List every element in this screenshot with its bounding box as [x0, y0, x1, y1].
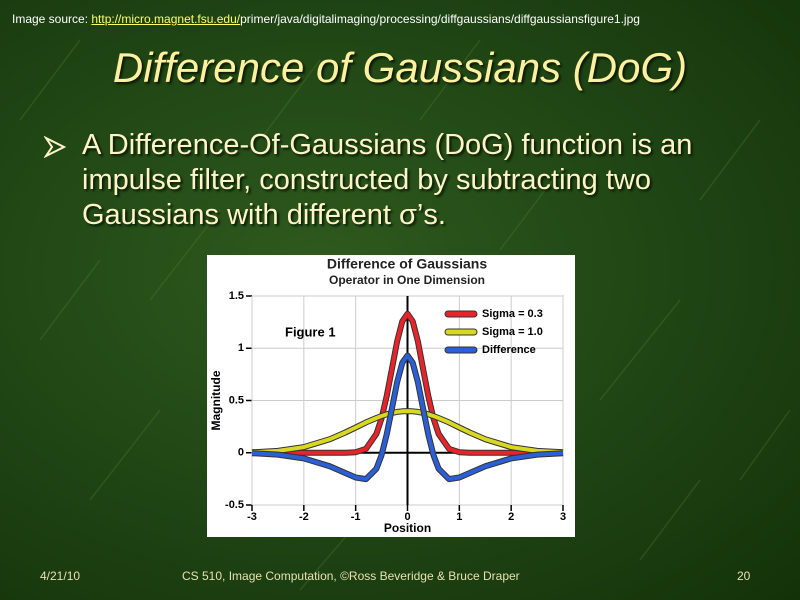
y-tick-label: 0	[238, 447, 244, 459]
x-tick-label: 0	[404, 511, 410, 523]
x-tick-label: 3	[560, 511, 566, 523]
legend-label: Sigma = 1.0	[482, 326, 543, 338]
figure-title: Difference of Gaussians	[327, 256, 487, 272]
x-axis-label: Position	[384, 521, 431, 535]
bullet-text: A Difference-Of-Gaussians (DoG) function…	[82, 129, 693, 231]
source-label: Image source:	[12, 12, 92, 26]
figure-subtitle: Operator in One Dimension	[329, 273, 485, 287]
footer-date: 4/21/10	[40, 569, 81, 583]
x-tick-label: 1	[456, 511, 462, 523]
bullet-arrow	[44, 136, 66, 158]
y-tick-label: 1	[238, 342, 244, 354]
footer-page: 20	[737, 569, 751, 583]
y-tick-label: 1.5	[229, 290, 244, 302]
x-tick-label: -2	[299, 511, 309, 523]
x-tick-label: 2	[508, 511, 514, 523]
legend-label: Difference	[482, 344, 536, 356]
y-axis-label: Magnitude	[209, 370, 223, 430]
slide-title: Difference of Gaussians (DoG)	[112, 44, 688, 91]
footer-course: CS 510, Image Computation, ©Ross Beverid…	[182, 569, 520, 583]
curve	[251, 409, 564, 455]
source-link[interactable]: http://micro.magnet.fsu.edu/	[91, 12, 241, 26]
figure-annotation: Figure 1	[285, 324, 336, 339]
x-tick-label: -1	[351, 511, 361, 523]
image-source: Image source: http://micro.magnet.fsu.ed…	[12, 12, 640, 26]
curve	[251, 353, 564, 482]
source-path: primer/java/digitalimaging/processing/di…	[240, 12, 640, 26]
y-tick-label: 0.5	[229, 394, 244, 406]
y-tick-label: -0.5	[225, 499, 244, 511]
x-tick-label: -3	[247, 511, 257, 523]
curve	[252, 311, 563, 455]
legend-label: Sigma = 0.3	[482, 308, 543, 320]
